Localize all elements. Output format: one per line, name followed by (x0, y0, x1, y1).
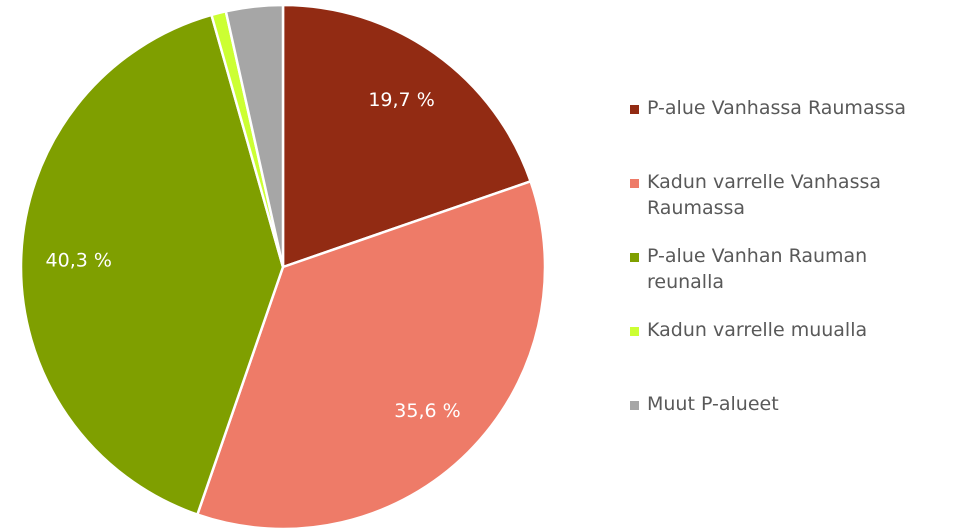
legend-label: Kadun varrelle muualla (647, 319, 868, 341)
slice-label: 19,7 % (368, 89, 434, 111)
legend-swatch (630, 253, 639, 262)
slice-label: 35,6 % (394, 400, 460, 422)
legend: P-alue Vanhassa Raumassa Kadun varrelle V… (630, 95, 950, 465)
legend-swatch (630, 327, 639, 336)
slice-label: 40,3 % (46, 250, 112, 272)
legend-swatch (630, 179, 639, 188)
legend-entry: P-alue Vanhassa Raumassa (630, 95, 950, 169)
legend-swatch (630, 105, 639, 114)
legend-swatch (630, 401, 639, 410)
legend-entry: Muut P-alueet (630, 391, 950, 465)
legend-entry: Kadun varrelle muualla (630, 317, 950, 391)
legend-label: Muut P-alueet (647, 393, 779, 415)
pie-slice (224, 3, 285, 268)
pie-slice (19, 13, 285, 517)
legend-label: P-alue Vanhassa Raumassa (647, 97, 907, 119)
legend-label: Kadun varrelle Vanhassa Raumassa (647, 171, 882, 219)
legend-label: P-alue Vanhan Rauman reunalla (647, 245, 868, 293)
legend-entry: Kadun varrelle Vanhassa Raumassa (630, 169, 950, 243)
legend-entry: P-alue Vanhan Rauman reunalla (630, 243, 950, 317)
